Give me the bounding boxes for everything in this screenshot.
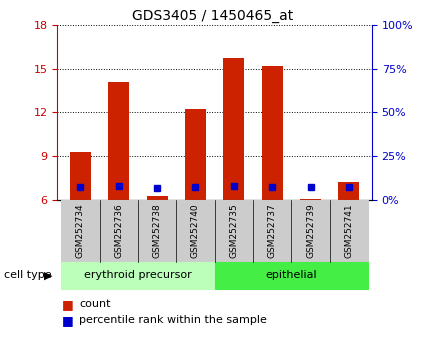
- Bar: [223, 58, 244, 200]
- Text: count: count: [79, 299, 111, 309]
- Text: GSM252741: GSM252741: [344, 204, 353, 258]
- Text: GSM252736: GSM252736: [114, 204, 123, 258]
- Text: ■: ■: [62, 298, 74, 311]
- Bar: [262, 66, 283, 200]
- Bar: [185, 109, 206, 200]
- Text: epithelial: epithelial: [266, 270, 317, 280]
- Bar: [147, 196, 167, 200]
- Text: GSM252737: GSM252737: [268, 204, 277, 258]
- Text: GDS3405 / 1450465_at: GDS3405 / 1450465_at: [132, 9, 293, 23]
- Text: percentile rank within the sample: percentile rank within the sample: [79, 315, 267, 325]
- Bar: [300, 199, 321, 200]
- Text: cell type: cell type: [4, 270, 52, 280]
- Text: ■: ■: [62, 314, 74, 327]
- Text: ▶: ▶: [44, 270, 53, 280]
- Text: GSM252740: GSM252740: [191, 204, 200, 258]
- Text: GSM252735: GSM252735: [230, 204, 238, 258]
- Text: erythroid precursor: erythroid precursor: [84, 270, 192, 280]
- Bar: [108, 82, 129, 200]
- Bar: [70, 152, 91, 200]
- Text: GSM252738: GSM252738: [153, 204, 162, 258]
- Text: GSM252739: GSM252739: [306, 204, 315, 258]
- Bar: [338, 183, 360, 200]
- Text: GSM252734: GSM252734: [76, 204, 85, 258]
